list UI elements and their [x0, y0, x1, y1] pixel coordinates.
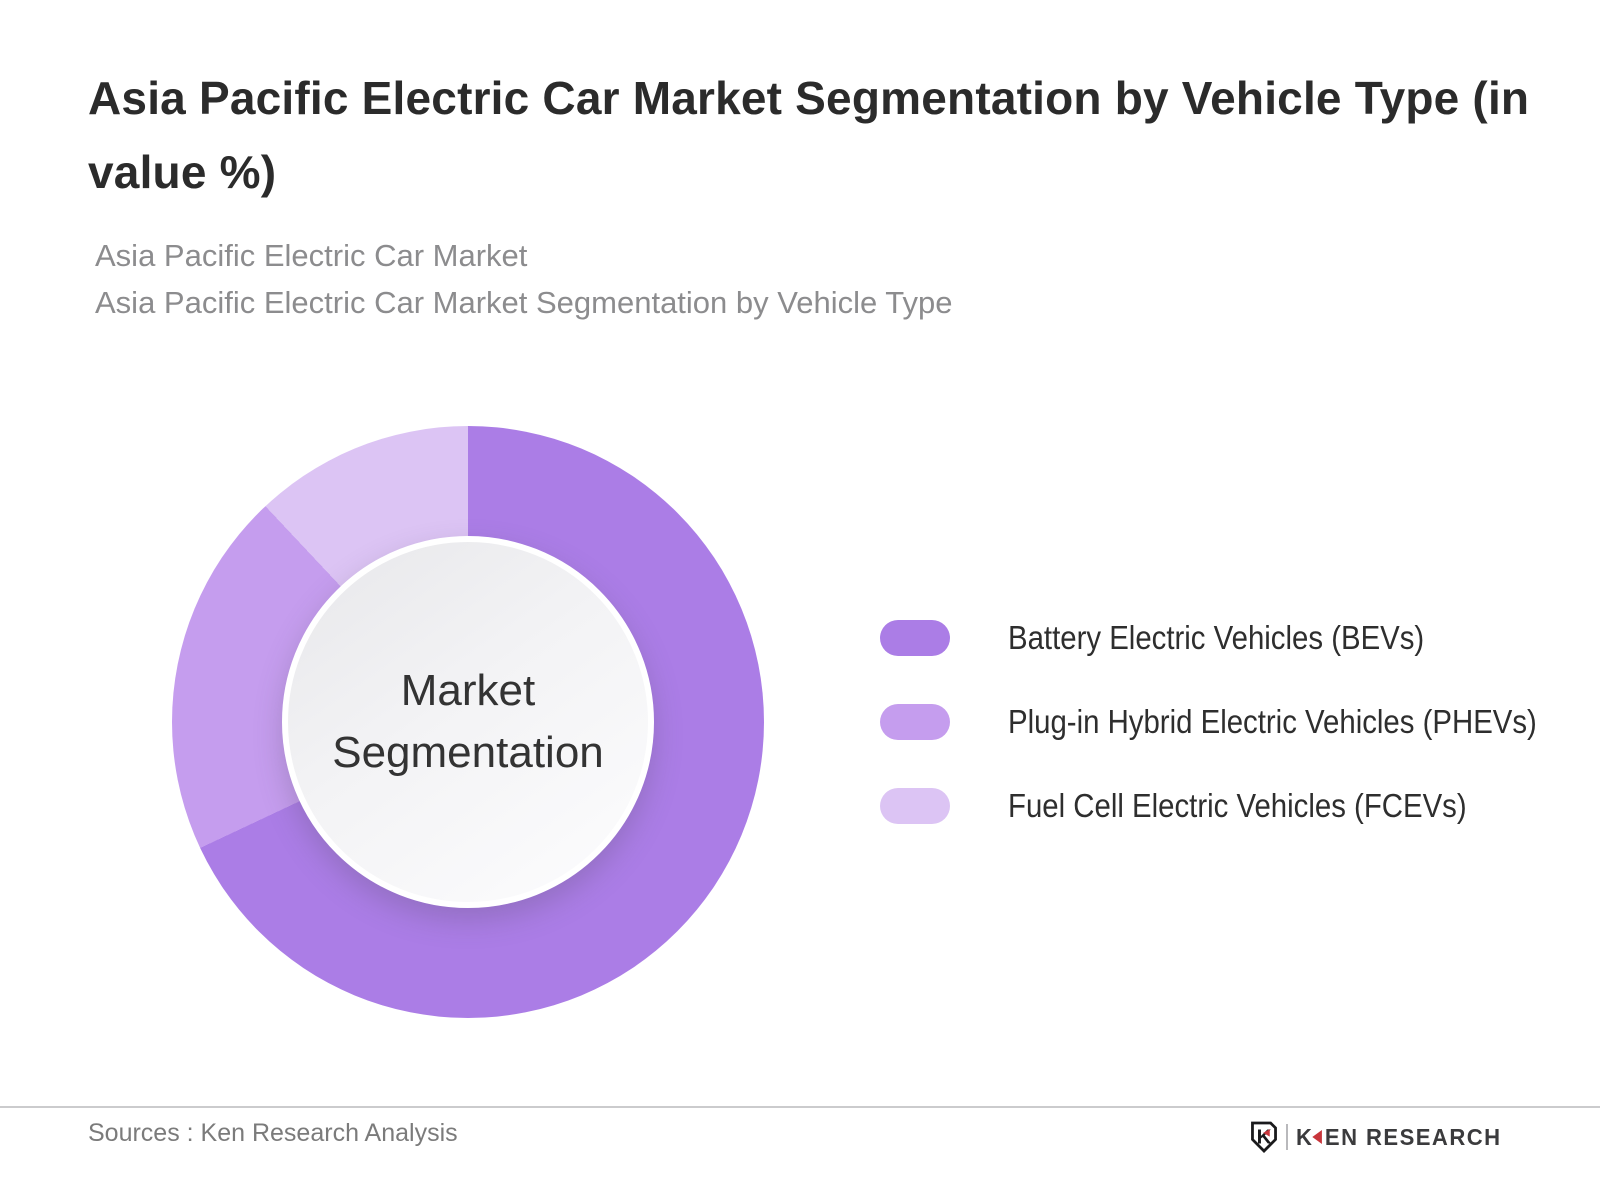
- logo-red-triangle-icon: [1312, 1130, 1322, 1144]
- brand-name-rest: EN RESEARCH: [1324, 1123, 1502, 1150]
- donut-center: Market Segmentation: [282, 536, 654, 908]
- shield-red-triangle-icon: [1263, 1129, 1270, 1137]
- legend-swatch-bevs: [880, 620, 950, 656]
- chart-legend: Battery Electric Vehicles (BEVs) Plug-in…: [880, 618, 1600, 826]
- shield-letter: K: [1257, 1126, 1272, 1149]
- brand-name: K EN RESEARCH: [1296, 1124, 1501, 1151]
- legend-label-bevs: Battery Electric Vehicles (BEVs): [1008, 619, 1425, 656]
- legend-label-fcevs: Fuel Cell Electric Vehicles (FCEVs): [1008, 787, 1467, 824]
- legend-label-phevs: Plug-in Hybrid Electric Vehicles (PHEVs): [1008, 703, 1537, 740]
- page-title: Asia Pacific Electric Car Market Segment…: [88, 72, 1530, 198]
- donut-chart: Market Segmentation: [172, 426, 764, 1018]
- subtitle-line-2: Asia Pacific Electric Car Market Segment…: [95, 285, 953, 321]
- logo-divider: [1285, 1124, 1288, 1150]
- legend-swatch-fcevs: [880, 788, 950, 824]
- chart-subtitle: Asia Pacific Electric Car Market Asia Pa…: [95, 232, 952, 326]
- donut-center-label: Market Segmentation: [332, 666, 604, 777]
- source-text: Sources : Ken Research Analysis: [88, 1119, 458, 1147]
- footer-divider: [0, 1106, 1600, 1108]
- ken-research-shield-icon: K: [1251, 1121, 1277, 1153]
- ken-research-logo: K K EN RESEARCH: [1250, 1118, 1510, 1156]
- legend-item-phevs: Plug-in Hybrid Electric Vehicles (PHEVs): [880, 702, 1600, 742]
- legend-item-bevs: Battery Electric Vehicles (BEVs): [880, 618, 1600, 658]
- legend-swatch-phevs: [880, 704, 950, 740]
- brand-name-k: K: [1295, 1123, 1314, 1150]
- subtitle-line-1: Asia Pacific Electric Car Market: [95, 238, 528, 273]
- legend-item-fcevs: Fuel Cell Electric Vehicles (FCEVs): [880, 786, 1600, 826]
